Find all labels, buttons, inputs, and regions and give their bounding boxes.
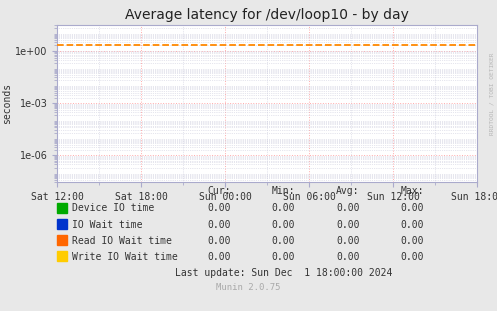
Text: 0.00: 0.00 — [336, 252, 360, 262]
Text: 0.00: 0.00 — [401, 203, 424, 213]
Text: 0.00: 0.00 — [207, 220, 231, 230]
Text: 0.00: 0.00 — [207, 203, 231, 213]
Text: IO Wait time: IO Wait time — [72, 220, 143, 230]
Text: 0.00: 0.00 — [271, 220, 295, 230]
Text: 0.00: 0.00 — [401, 252, 424, 262]
Text: Read IO Wait time: Read IO Wait time — [72, 236, 172, 246]
Text: Cur:: Cur: — [207, 186, 231, 196]
Text: 0.00: 0.00 — [336, 203, 360, 213]
Text: Device IO time: Device IO time — [72, 203, 154, 213]
Text: 0.00: 0.00 — [401, 236, 424, 246]
Text: Min:: Min: — [271, 186, 295, 196]
Text: Write IO Wait time: Write IO Wait time — [72, 252, 178, 262]
Text: 0.00: 0.00 — [207, 236, 231, 246]
Text: 0.00: 0.00 — [271, 252, 295, 262]
Text: 0.00: 0.00 — [401, 220, 424, 230]
Text: 0.00: 0.00 — [336, 220, 360, 230]
Title: Average latency for /dev/loop10 - by day: Average latency for /dev/loop10 - by day — [125, 8, 409, 22]
Text: 0.00: 0.00 — [271, 236, 295, 246]
Text: RRDTOOL / TOBI OETIKER: RRDTOOL / TOBI OETIKER — [490, 52, 495, 135]
Text: 0.00: 0.00 — [336, 236, 360, 246]
Text: Last update: Sun Dec  1 18:00:00 2024: Last update: Sun Dec 1 18:00:00 2024 — [174, 268, 392, 278]
Text: 0.00: 0.00 — [271, 203, 295, 213]
Text: Max:: Max: — [401, 186, 424, 196]
Text: Avg:: Avg: — [336, 186, 360, 196]
Text: Munin 2.0.75: Munin 2.0.75 — [216, 284, 281, 292]
Y-axis label: seconds: seconds — [2, 83, 12, 124]
Text: 0.00: 0.00 — [207, 252, 231, 262]
